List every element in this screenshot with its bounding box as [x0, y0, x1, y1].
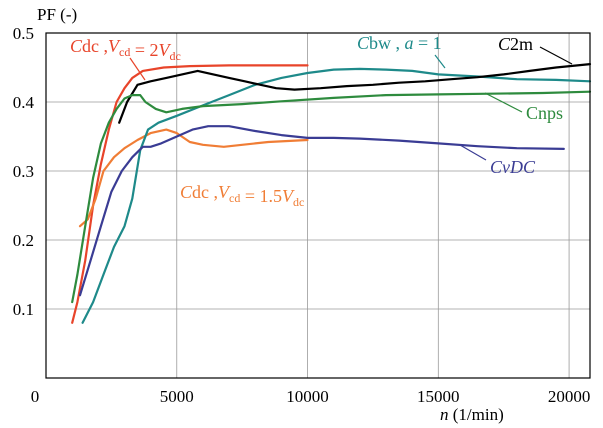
annotation-cvdc: CvDC: [490, 157, 536, 177]
series-group: [71, 62, 592, 324]
x-tick-label: 5000: [160, 387, 194, 406]
x-tick-label: 20000: [548, 387, 591, 406]
annotation-cnps: Cnps: [526, 103, 563, 123]
x-tick-labels: 0 5000 10000 15000 20000: [31, 387, 591, 406]
annotation-cbw: Cbw , a = 1: [357, 33, 442, 53]
annotation-leader-cdc2: [129, 57, 146, 81]
x-tick-label: 15000: [417, 387, 460, 406]
series-annotations: Cdc ,Vcd = 2Vdc Cdc ,Vcd = 1.5Vdc Cbw , a …: [70, 33, 573, 209]
y-tick-label: 0.5: [13, 24, 34, 43]
y-tick-label: 0.4: [13, 93, 35, 112]
x-axis-title: n (1/min): [440, 405, 504, 424]
series-line-c2m: [118, 62, 592, 124]
series-line-cbw: [81, 67, 592, 324]
x-axis-variable: n: [440, 405, 449, 424]
y-tick-label: 0.1: [13, 300, 34, 319]
annotation-leader-cvdc: [459, 144, 487, 161]
series-line-cdc2: [71, 64, 309, 324]
series-line-cdc15: [78, 128, 309, 228]
annotation-cdc2: Cdc ,Vcd = 2Vdc: [70, 36, 181, 63]
x-axis-unit: (1/min): [449, 405, 504, 424]
series-line-cvdc: [78, 125, 565, 297]
y-tick-label: 0.2: [13, 231, 34, 250]
x-tick-label: 10000: [286, 387, 329, 406]
annotation-leader-cbw: [434, 54, 446, 69]
y-tick-label: 0.3: [13, 162, 34, 181]
series-line-cnps: [71, 90, 592, 304]
x-tick-label: 0: [31, 387, 40, 406]
y-tick-labels: 0.1 0.2 0.3 0.4 0.5: [13, 24, 35, 319]
annotation-c2m: C2m: [498, 34, 533, 54]
annotation-leader-c2m: [539, 46, 573, 65]
annotation-leader-cnps: [484, 92, 523, 113]
annotation-cdc15: Cdc ,Vcd = 1.5Vdc: [180, 182, 304, 209]
y-axis-title: PF (-): [37, 5, 77, 24]
plot-frame: [45, 32, 591, 379]
